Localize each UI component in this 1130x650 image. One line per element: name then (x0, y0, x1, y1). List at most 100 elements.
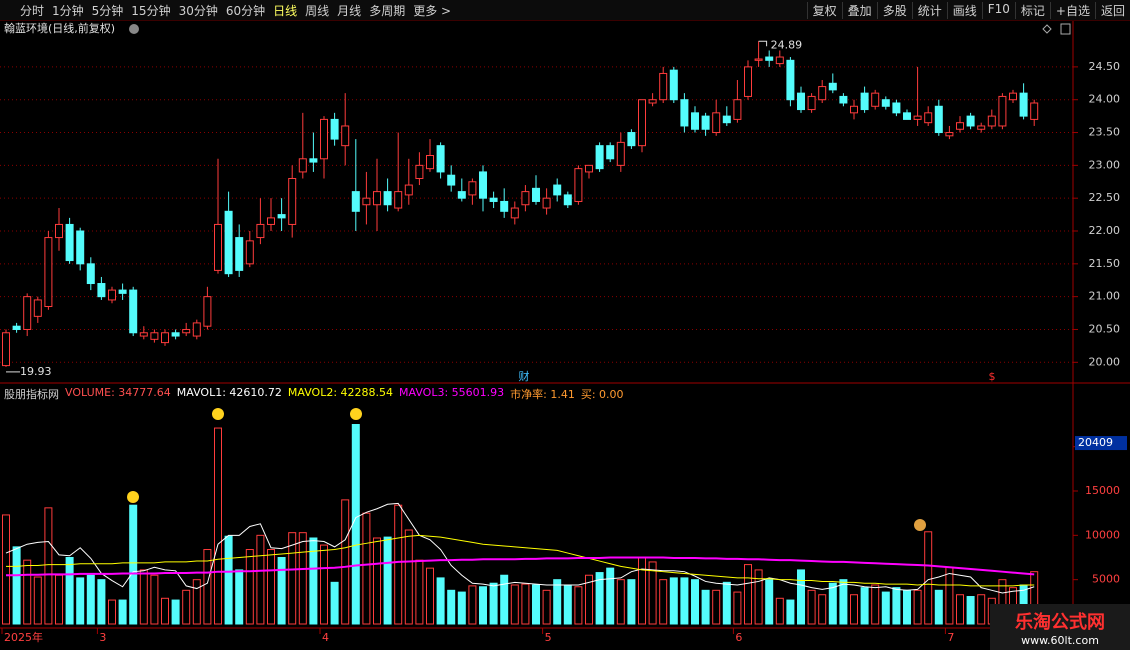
period-tab[interactable]: 多周期 (369, 3, 406, 18)
candle-body (542, 197, 551, 209)
volume-bar (818, 594, 827, 625)
volume-bar (553, 579, 562, 625)
volume-bar (245, 549, 254, 625)
y-tick-label: 21.00 (1089, 290, 1121, 303)
volume-bar (394, 504, 403, 625)
period-tab[interactable]: 30分钟 (178, 3, 218, 18)
volume-bar (913, 589, 922, 625)
volume-bar (224, 535, 233, 625)
period-tab[interactable]: 5分钟 (91, 3, 124, 18)
volume-bar (277, 557, 286, 625)
ma-line (5, 502, 1035, 594)
candle-body (468, 181, 477, 196)
tool-button[interactable]: 叠加 (841, 1, 877, 19)
volume-bar (161, 597, 169, 625)
candle-body (691, 112, 699, 130)
tool-button[interactable]: 标记 (1014, 1, 1050, 19)
x-tick-label: 6 (735, 631, 742, 644)
candle-body (712, 112, 721, 134)
candle-body (850, 105, 858, 114)
candle-body (309, 158, 318, 163)
volume-bar (839, 579, 848, 625)
y-tick-label: 23.50 (1089, 126, 1121, 139)
tool-button[interactable]: 统计 (911, 1, 947, 19)
y-tick-label: 22.00 (1089, 224, 1121, 237)
chart-title: 翰蓝环境(日线,前复权) (4, 21, 115, 35)
period-tab[interactable]: 60分钟 (225, 3, 266, 18)
smiley-icon (127, 491, 139, 503)
candle-body (987, 115, 996, 127)
volume-bar (924, 531, 933, 625)
volume-bar (754, 569, 763, 625)
volume-bar (404, 529, 413, 625)
volume-bar (521, 583, 530, 625)
volume-bar (171, 599, 180, 625)
candle-body (489, 197, 498, 202)
period-tab[interactable]: 周线 (305, 3, 330, 18)
candle-body (563, 194, 572, 206)
legend-entry: MAVOL1: 42610.72 (176, 386, 282, 399)
volume-bar (850, 594, 858, 625)
volume-bar (489, 582, 498, 625)
volume-bar (203, 549, 212, 625)
candle-body (807, 95, 816, 111)
volume-bar (563, 584, 572, 625)
plot: 20.00 20.50 21.00 21.50 22.00 22.50 23.00 23.50… (0, 38, 1127, 644)
legend-entry: MAVOL2: 42288.54 (287, 386, 394, 399)
volume-bar (807, 589, 816, 625)
candle-body (108, 289, 116, 301)
candle-body (203, 296, 212, 327)
candle-body (86, 263, 95, 285)
volume-bar (733, 591, 742, 625)
period-tab[interactable]: 更多 > (413, 3, 452, 18)
candle-body (977, 125, 986, 130)
panel-icon[interactable] (1060, 23, 1071, 35)
candle-body (256, 223, 265, 239)
diamond-icon[interactable] (1042, 24, 1052, 34)
candle-body (447, 174, 456, 186)
volume-bar (341, 499, 350, 625)
volume-bar (606, 567, 615, 625)
volume-bar (977, 594, 986, 625)
candle-body (627, 132, 636, 147)
y-tick-label: 24.50 (1089, 60, 1121, 73)
money-bag-icon (914, 519, 926, 531)
y-tick-label: 22.50 (1089, 191, 1121, 204)
period-tab[interactable]: 月线 (337, 3, 362, 18)
watermark: 乐淘公式网 www.60lt.com (990, 604, 1130, 650)
candle-body (288, 177, 297, 225)
period-tab[interactable]: 分时 (20, 3, 45, 18)
tool-button[interactable]: +自选 (1049, 1, 1095, 19)
candle-body (860, 92, 869, 111)
candle-body (1019, 92, 1028, 117)
tool-button[interactable]: 画线 (946, 1, 982, 19)
tool-button[interactable]: F10 (981, 1, 1015, 19)
volume-bar (86, 574, 95, 625)
volume-bar (659, 579, 668, 625)
min-label: 19.93 (20, 365, 52, 378)
tool-button[interactable]: 返回 (1094, 1, 1130, 19)
candle-body (2, 332, 10, 367)
tool-button[interactable]: 多股 (876, 1, 912, 19)
candle-body (924, 112, 933, 124)
ma-line (6, 534, 1035, 587)
candle-body (129, 289, 138, 334)
volume-bar (680, 577, 689, 625)
volume-bar (956, 594, 964, 625)
candle-body (871, 92, 880, 107)
candle-body (775, 56, 784, 65)
max-label: 24.89 (771, 38, 803, 51)
volume-bar (701, 589, 710, 625)
period-tab[interactable]: 1分钟 (52, 3, 84, 18)
tool-button[interactable]: 复权 (806, 1, 842, 19)
volume-bar (192, 579, 201, 625)
period-tab[interactable]: 日线 (273, 3, 298, 18)
period-tab[interactable]: 15分钟 (131, 3, 171, 18)
volume-bar (510, 584, 519, 625)
y-tick-label: 21.50 (1089, 257, 1121, 270)
volume-bar (108, 599, 116, 625)
volume-bar (903, 589, 911, 625)
volume-bar (447, 589, 456, 625)
candle-body (23, 296, 32, 330)
title-menu[interactable] (129, 24, 139, 34)
